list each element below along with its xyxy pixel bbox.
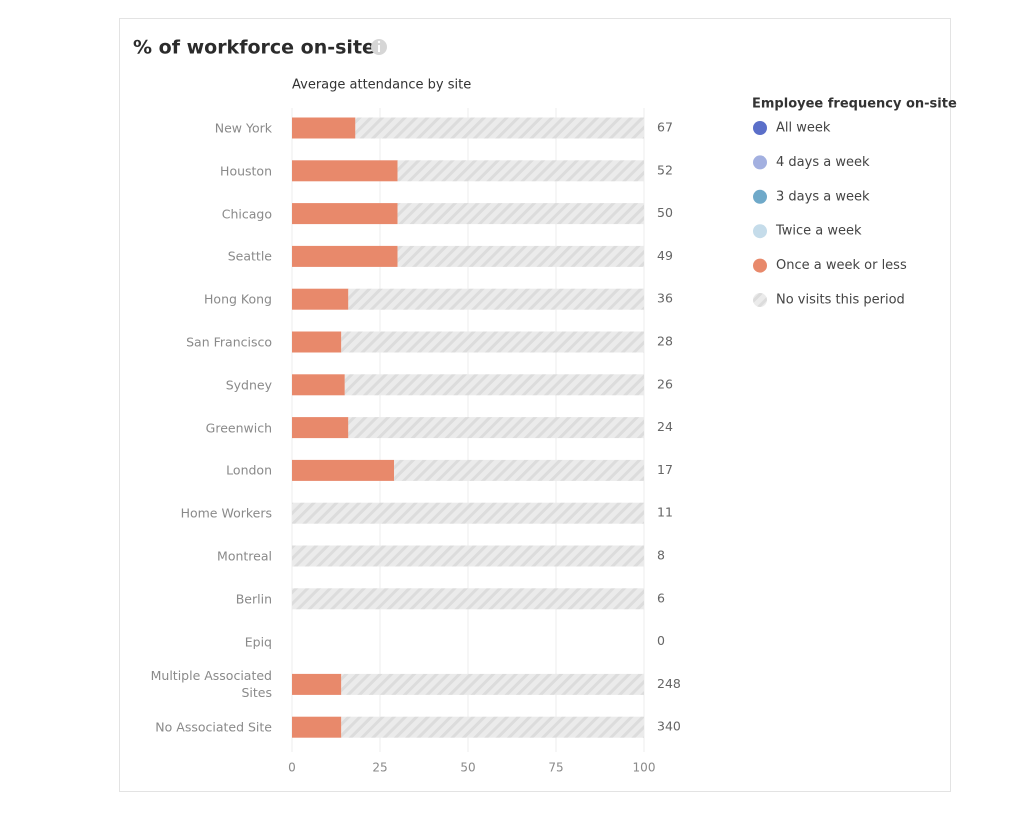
bar-segment	[292, 203, 398, 225]
x-tick-label: 75	[548, 761, 563, 775]
chart-subtitle: Average attendance by site	[292, 78, 471, 93]
y-tick-label: No Associated Site	[155, 719, 272, 735]
bar-segment	[292, 117, 356, 139]
x-tick-label: 25	[372, 761, 387, 775]
bar-segment	[348, 288, 644, 310]
y-tick-label: London	[226, 462, 272, 478]
legend-label: 4 days a week	[776, 155, 870, 170]
x-tick-label: 0	[288, 761, 296, 775]
total-label: 248	[657, 676, 681, 691]
legend-label: 3 days a week	[776, 189, 870, 204]
legend-label: Twice a week	[775, 224, 862, 239]
bar-segment	[397, 160, 644, 182]
y-tick-label: Houston	[220, 163, 272, 179]
y-tick-label: Chicago	[221, 206, 272, 222]
legend-title: Employee frequency on-site	[752, 97, 957, 112]
total-label: 26	[657, 376, 673, 391]
total-label: 28	[657, 334, 673, 349]
card	[119, 18, 951, 792]
total-label: 50	[657, 205, 673, 220]
bar-segment	[292, 288, 349, 310]
y-tick-label: Home Workers	[180, 505, 272, 521]
y-tick-label: Sydney	[225, 377, 272, 393]
total-label: 8	[657, 548, 665, 563]
bar-segment	[292, 160, 398, 182]
total-label: 0	[657, 633, 665, 648]
bar-segment	[292, 459, 395, 481]
total-label: 11	[657, 505, 673, 520]
x-tick-label: 50	[460, 761, 475, 775]
x-tick-label: 100	[633, 761, 656, 775]
info-icon-dot	[377, 40, 381, 44]
y-tick-label: San Francisco	[186, 334, 272, 350]
bar-segment	[341, 673, 644, 695]
bar-segment	[292, 673, 342, 695]
info-icon-bar	[378, 45, 380, 52]
legend-marker	[753, 189, 767, 204]
bar-segment	[397, 203, 644, 225]
y-tick-label: Seattle	[227, 248, 272, 264]
bar-segment	[344, 374, 644, 396]
total-label: 36	[657, 291, 673, 306]
y-tick-label: Greenwich	[205, 420, 272, 436]
bar-segment	[292, 374, 345, 396]
y-tick-label: Multiple Associated Sites	[150, 668, 272, 701]
total-label: 24	[657, 419, 673, 434]
bar-segment	[341, 331, 644, 353]
y-tick-label: Berlin	[235, 591, 272, 607]
bar-segment	[292, 245, 398, 267]
total-label: 6	[657, 590, 665, 605]
bar-segment	[292, 331, 342, 353]
total-label: 52	[657, 162, 673, 177]
bar-segment	[341, 716, 644, 738]
legend-marker	[753, 293, 767, 307]
bar-segment	[292, 716, 342, 738]
legend-label: All week	[776, 121, 831, 136]
legend-marker	[753, 121, 767, 135]
total-label: 340	[657, 719, 681, 734]
legend-label: Once a week or less	[776, 258, 907, 273]
legend-marker	[753, 155, 767, 170]
total-label: 17	[657, 462, 673, 477]
total-label: 49	[657, 248, 673, 263]
bar-segment	[292, 502, 644, 524]
legend-marker	[753, 258, 767, 273]
legend-marker	[753, 224, 767, 239]
bar-segment	[394, 459, 644, 481]
bar-segment	[397, 245, 644, 267]
bar-segment	[292, 545, 644, 567]
y-tick-label: Hong Kong	[204, 291, 272, 307]
bar-segment	[348, 417, 644, 439]
legend-label: No visits this period	[776, 293, 905, 308]
y-tick-label: New York	[214, 120, 272, 136]
bar-segment	[292, 417, 349, 439]
total-label: 67	[657, 120, 673, 135]
bar-segment	[292, 588, 644, 610]
y-tick-label: Epiq	[244, 634, 272, 650]
chart-title: % of workforce on-site	[133, 37, 375, 59]
y-tick-label: Montreal	[217, 548, 272, 564]
bar-segment	[355, 117, 644, 139]
